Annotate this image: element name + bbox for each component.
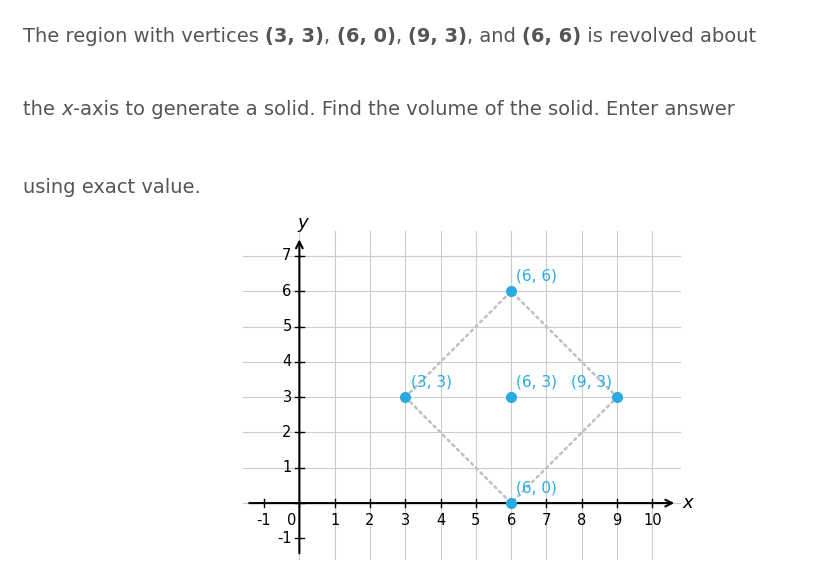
Text: (3, 3): (3, 3) xyxy=(410,375,452,389)
Text: (6, 0): (6, 0) xyxy=(337,27,395,46)
Text: 3: 3 xyxy=(401,513,410,528)
Text: 10: 10 xyxy=(643,513,661,528)
Text: (6, 0): (6, 0) xyxy=(517,480,557,495)
Text: 1: 1 xyxy=(282,460,291,475)
Text: 1: 1 xyxy=(330,513,339,528)
Text: 6: 6 xyxy=(507,513,516,528)
Text: 2: 2 xyxy=(282,425,291,440)
Text: 0: 0 xyxy=(287,513,296,528)
Text: $x$: $x$ xyxy=(682,494,696,512)
Text: (6, 6): (6, 6) xyxy=(517,268,557,284)
Text: ,: , xyxy=(395,27,408,46)
Text: (6, 6): (6, 6) xyxy=(522,27,581,46)
Text: (9, 3): (9, 3) xyxy=(571,375,612,389)
Text: -1: -1 xyxy=(257,513,271,528)
Text: using exact value.: using exact value. xyxy=(23,178,201,197)
Text: x: x xyxy=(62,100,73,119)
Text: 4: 4 xyxy=(282,355,291,369)
Text: 8: 8 xyxy=(577,513,587,528)
Text: 5: 5 xyxy=(282,319,291,334)
Text: 6: 6 xyxy=(282,284,291,299)
Text: 3: 3 xyxy=(283,389,291,405)
Text: 2: 2 xyxy=(365,513,374,528)
Text: (3, 3): (3, 3) xyxy=(265,27,324,46)
Text: 5: 5 xyxy=(471,513,481,528)
Text: -axis to generate a solid. Find the volume of the solid. Enter answer: -axis to generate a solid. Find the volu… xyxy=(73,100,735,119)
Text: 7: 7 xyxy=(542,513,551,528)
Text: -1: -1 xyxy=(277,531,291,546)
Text: The region with vertices: The region with vertices xyxy=(23,27,265,46)
Text: (9, 3): (9, 3) xyxy=(408,27,467,46)
Text: (6, 3): (6, 3) xyxy=(517,375,557,389)
Text: 4: 4 xyxy=(436,513,445,528)
Text: is revolved about: is revolved about xyxy=(581,27,756,46)
Text: , and: , and xyxy=(467,27,522,46)
Text: ,: , xyxy=(324,27,337,46)
Text: 9: 9 xyxy=(612,513,622,528)
Text: $y$: $y$ xyxy=(297,216,310,234)
Text: the: the xyxy=(23,100,62,119)
Text: 7: 7 xyxy=(282,248,291,263)
